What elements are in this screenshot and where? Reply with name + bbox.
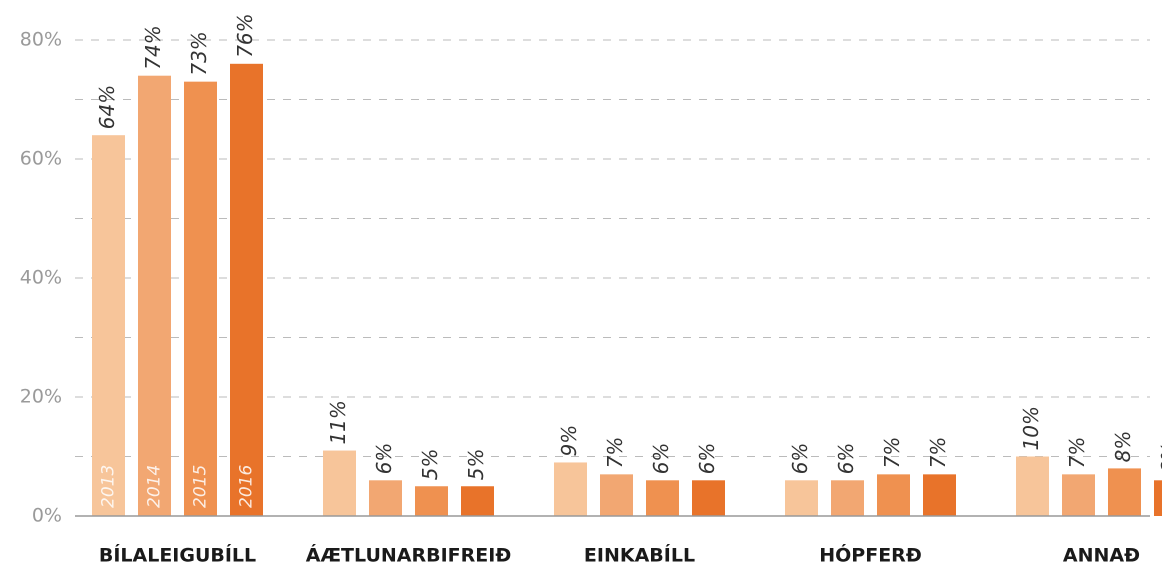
value-label: 6% bbox=[834, 443, 858, 475]
value-label: 76% bbox=[233, 13, 257, 57]
value-label: 6% bbox=[695, 443, 719, 475]
legend-label: 2015 bbox=[191, 465, 211, 508]
bar bbox=[415, 486, 448, 516]
value-label: 7% bbox=[880, 437, 904, 469]
y-tick-label: 0% bbox=[32, 505, 62, 527]
bar bbox=[138, 75, 171, 516]
bar bbox=[1108, 468, 1141, 516]
legend-label: 2014 bbox=[145, 465, 165, 508]
value-label: 9% bbox=[557, 425, 581, 457]
bar bbox=[230, 63, 263, 517]
y-tick-label: 20% bbox=[20, 386, 62, 408]
value-label: 74% bbox=[141, 25, 165, 69]
bar bbox=[1154, 480, 1162, 516]
x-tick-label: ANNAÐ bbox=[1063, 545, 1140, 567]
bar bbox=[831, 480, 864, 516]
y-tick-label: 60% bbox=[20, 148, 62, 170]
value-label: 7% bbox=[926, 437, 950, 469]
bar bbox=[184, 81, 217, 517]
value-label: 10% bbox=[1019, 406, 1043, 450]
bar bbox=[1062, 474, 1095, 516]
x-tick-label: HÓPFERÐ bbox=[819, 543, 922, 567]
value-label: 5% bbox=[464, 449, 488, 481]
value-label: 6% bbox=[1157, 443, 1162, 475]
value-label: 6% bbox=[788, 443, 812, 475]
bar bbox=[92, 135, 125, 516]
x-tick-label: EINKABÍLL bbox=[584, 544, 695, 567]
value-label: 11% bbox=[326, 400, 350, 444]
bar bbox=[692, 480, 725, 516]
bar bbox=[785, 480, 818, 516]
bar bbox=[923, 474, 956, 516]
bar bbox=[1016, 456, 1049, 516]
bar bbox=[600, 474, 633, 516]
bar bbox=[646, 480, 679, 516]
x-tick-label: BÍLALEIGUBÍLL bbox=[99, 544, 256, 567]
y-tick-label: 80% bbox=[20, 29, 62, 51]
legend-label: 2013 bbox=[99, 465, 119, 508]
value-label: 6% bbox=[649, 443, 673, 475]
bar bbox=[554, 462, 587, 516]
bar bbox=[461, 486, 494, 516]
bar bbox=[369, 480, 402, 516]
value-label: 8% bbox=[1111, 431, 1135, 463]
value-label: 5% bbox=[418, 449, 442, 481]
value-label: 6% bbox=[372, 443, 396, 475]
value-label: 73% bbox=[187, 31, 211, 75]
bar bbox=[877, 474, 910, 516]
legend-label: 2016 bbox=[237, 465, 257, 508]
y-tick-label: 40% bbox=[20, 267, 62, 289]
value-label: 64% bbox=[95, 85, 119, 129]
value-label: 7% bbox=[1065, 437, 1089, 469]
x-tick-label: ÁÆTLUNARBIFREIÐ bbox=[306, 544, 512, 567]
bar bbox=[323, 450, 356, 516]
value-label: 7% bbox=[603, 437, 627, 469]
